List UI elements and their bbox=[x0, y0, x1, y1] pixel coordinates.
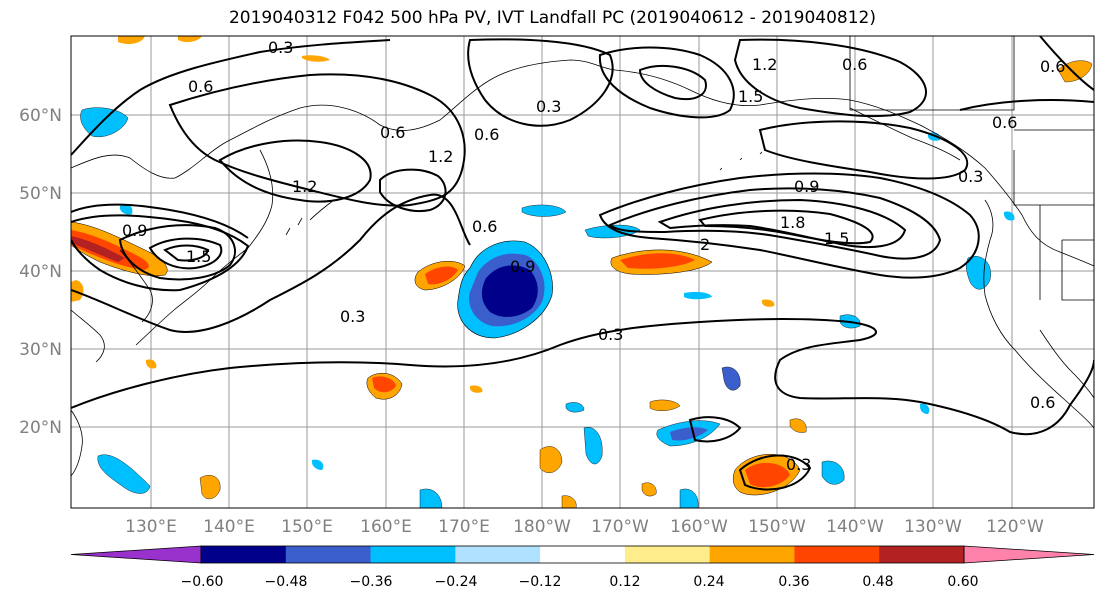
contour-label: 0.3 bbox=[786, 455, 811, 474]
map-title: 2019040312 F042 500 hPa PV, IVT Landfall… bbox=[228, 8, 876, 28]
colorbar-segments bbox=[70, 545, 1095, 564]
colorbar-segment bbox=[624, 546, 711, 563]
contour-label: 1.5 bbox=[738, 87, 763, 106]
map-content: 0.3 0.6 0.6 1.2 0.6 1.5 0.6 0.3 0.6 1.2 … bbox=[71, 36, 1094, 508]
contour-label: 1.2 bbox=[752, 55, 777, 74]
lat-label: 30°N bbox=[19, 340, 62, 360]
lon-label: 150°W bbox=[748, 517, 806, 537]
colorbar-tick-label: 0.60 bbox=[947, 574, 978, 590]
lon-label: 140°W bbox=[826, 517, 884, 537]
colorbar-tick-label: −0.12 bbox=[519, 574, 562, 590]
colorbar-tick-label: 0.36 bbox=[778, 574, 809, 590]
contour-label: 0.6 bbox=[1040, 57, 1065, 76]
contour-label: 0.9 bbox=[122, 221, 147, 240]
colorbar-segment bbox=[455, 546, 541, 563]
lat-label: 60°N bbox=[19, 106, 62, 126]
contour-label: 0.6 bbox=[1030, 393, 1055, 412]
colorbar-segment bbox=[201, 546, 287, 563]
lat-label: 50°N bbox=[19, 184, 62, 204]
contour-label: 0.3 bbox=[958, 167, 983, 186]
map-frame bbox=[70, 35, 1095, 509]
colorbar-segment bbox=[794, 546, 880, 563]
colorbar-segment bbox=[285, 546, 372, 563]
longitude-labels: 130°E 140°E 150°E 160°E 170°E 180°W 170°… bbox=[125, 517, 1044, 537]
colorbar-frame bbox=[200, 545, 965, 564]
colorbar-tick-label: −0.24 bbox=[435, 574, 478, 590]
colorbar-segment bbox=[709, 546, 795, 563]
contour-label: 0.6 bbox=[474, 125, 499, 144]
colorbar-tick-label: 0.12 bbox=[609, 574, 640, 590]
lon-label: 170°E bbox=[438, 517, 490, 537]
lon-label: 180°W bbox=[513, 517, 571, 537]
colorbar-ticks: −0.60 −0.48 −0.36 −0.24 −0.12 0.12 0.24 … bbox=[181, 574, 979, 590]
lon-label: 120°W bbox=[986, 517, 1044, 537]
contour-label: 1.5 bbox=[186, 247, 211, 266]
colorbar: −0.60 −0.48 −0.36 −0.24 −0.12 0.12 0.24 … bbox=[70, 545, 1095, 590]
contour-label: 1.2 bbox=[292, 177, 317, 196]
pv-contours bbox=[71, 36, 1094, 491]
colorbar-segment bbox=[370, 546, 456, 563]
contour-label: 0.6 bbox=[380, 123, 405, 142]
colorbar-tick-label: 0.48 bbox=[862, 574, 893, 590]
contour-label: 0.9 bbox=[510, 257, 535, 276]
contour-label: 0.9 bbox=[794, 177, 819, 196]
lon-label: 170°W bbox=[591, 517, 649, 537]
colorbar-extend-low bbox=[70, 545, 202, 564]
contour-label: 2 bbox=[700, 235, 710, 254]
contour-label: 0.3 bbox=[268, 38, 293, 57]
colorbar-tick-label: −0.36 bbox=[350, 574, 393, 590]
lon-label: 140°E bbox=[203, 517, 255, 537]
contour-label: 0.3 bbox=[598, 325, 623, 344]
contour-label: 1.8 bbox=[780, 213, 805, 232]
lon-label: 150°E bbox=[281, 517, 333, 537]
colorbar-tick-label: 0.24 bbox=[693, 574, 724, 590]
contour-labels: 0.3 0.6 0.6 1.2 0.6 1.5 0.6 0.3 0.6 1.2 … bbox=[122, 38, 1065, 474]
colorbar-extend-high bbox=[963, 545, 1095, 564]
colorbar-segment bbox=[879, 546, 965, 563]
lon-label: 160°W bbox=[670, 517, 728, 537]
contour-label: 0.6 bbox=[472, 217, 497, 236]
colorbar-segment bbox=[540, 546, 626, 563]
contour-label: 0.3 bbox=[340, 307, 365, 326]
contour-label: 1.5 bbox=[824, 229, 849, 248]
lat-label: 40°N bbox=[19, 262, 62, 282]
lat-label: 20°N bbox=[19, 418, 62, 438]
contour-label: 0.6 bbox=[992, 113, 1017, 132]
colorbar-tick-label: −0.48 bbox=[265, 574, 308, 590]
contour-label: 0.6 bbox=[842, 55, 867, 74]
contour-label: 0.6 bbox=[188, 77, 213, 96]
contour-label: 1.2 bbox=[428, 147, 453, 166]
colorbar-tick-label: −0.60 bbox=[181, 574, 224, 590]
latitude-labels: 60°N 50°N 40°N 30°N 20°N bbox=[19, 106, 62, 438]
lon-label: 160°E bbox=[360, 517, 412, 537]
contour-label: 0.3 bbox=[536, 97, 561, 116]
lon-label: 130°E bbox=[125, 517, 177, 537]
lon-label: 130°W bbox=[904, 517, 962, 537]
